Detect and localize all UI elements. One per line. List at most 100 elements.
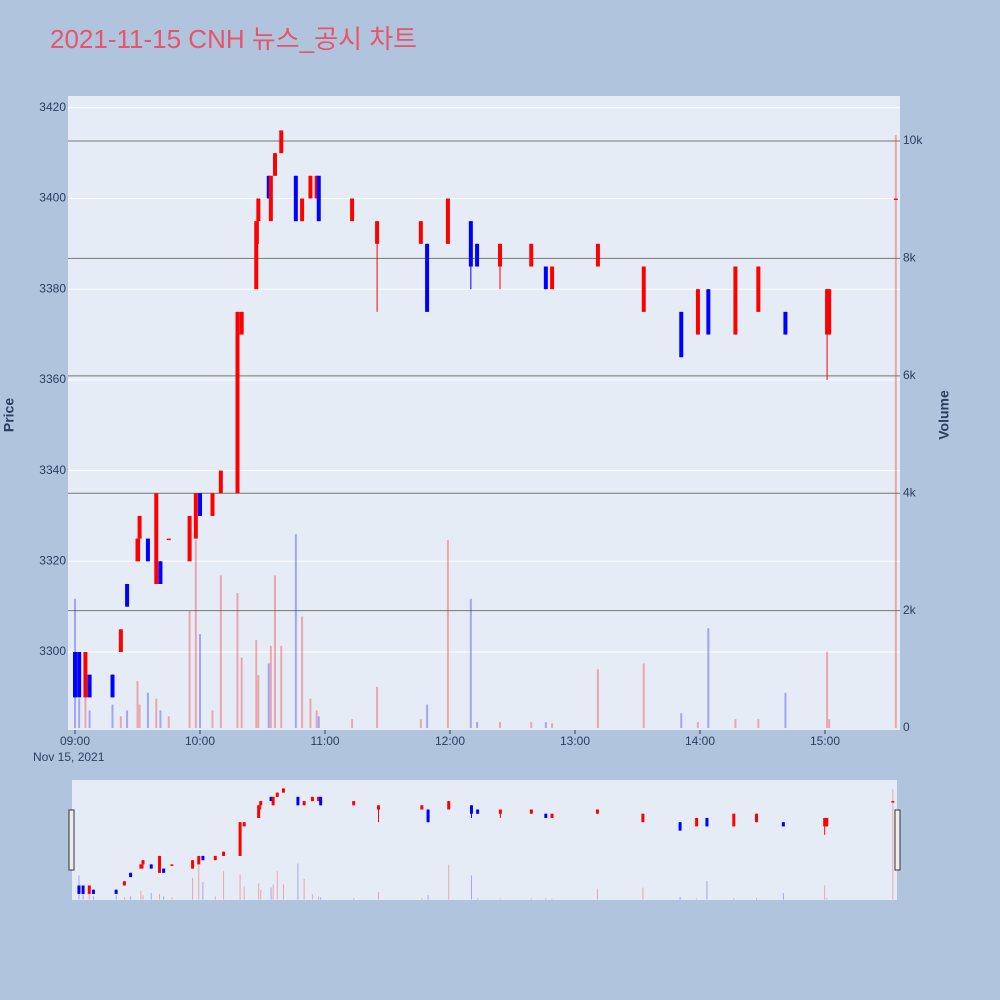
candle-body: [114, 889, 118, 894]
volume-bar: [255, 639, 258, 729]
volume-bar: [142, 895, 144, 900]
x-tick-label: 10:00: [185, 734, 215, 748]
volume-bar: [427, 895, 429, 900]
candle-body: [679, 311, 684, 358]
volume-bar: [734, 719, 737, 729]
candle-body: [118, 629, 123, 652]
volume-bar: [159, 894, 161, 900]
candle-body: [77, 885, 81, 894]
volume-bar: [680, 713, 683, 729]
volume-bar: [828, 719, 831, 729]
candle-body: [302, 801, 306, 806]
volume-bar: [282, 884, 284, 900]
candle-body: [154, 493, 159, 584]
candle-body: [213, 855, 217, 861]
candle-body: [641, 813, 645, 823]
candle-body: [445, 198, 450, 244]
volume-bar: [477, 898, 479, 900]
volume-bar: [426, 704, 429, 729]
volume-bar: [150, 893, 152, 900]
y-tick-label: 3400: [39, 191, 66, 205]
x-tick-label: 13:00: [560, 734, 590, 748]
candle-body: [498, 243, 503, 267]
candle-body: [695, 817, 699, 827]
volume-bar: [894, 135, 897, 729]
candle-body: [823, 817, 827, 827]
x-tick-label: 15:00: [810, 734, 840, 748]
volume-bar: [78, 698, 81, 729]
candle-body: [296, 796, 300, 806]
volume-bar: [140, 890, 142, 900]
candle-body: [149, 864, 153, 869]
volume-bar: [272, 884, 274, 900]
candle-body: [256, 198, 261, 222]
candle-body: [166, 538, 171, 541]
candle-body: [266, 175, 271, 199]
volume-bar: [499, 722, 502, 729]
candle-body: [376, 805, 380, 810]
candle-body: [129, 872, 133, 878]
volume-bar: [419, 719, 422, 729]
y-tick-label: 3300: [39, 644, 66, 658]
candle-body: [191, 860, 195, 869]
volume-bar: [192, 877, 194, 900]
volume-bar: [267, 663, 270, 729]
range-handle-left[interactable]: [68, 809, 75, 871]
candle-body: [498, 809, 502, 814]
candle-body: [781, 822, 785, 827]
candle-body: [468, 221, 473, 267]
volume-bar: [171, 897, 173, 900]
candle-body: [314, 175, 319, 199]
volume-bar: [240, 657, 243, 729]
candle-body: [755, 813, 759, 823]
volume-bar: [318, 896, 320, 900]
volume-bar: [545, 898, 547, 900]
volume-bar: [239, 874, 241, 900]
volume-bar: [88, 891, 90, 900]
candle-body: [235, 311, 240, 494]
volume-bar: [84, 686, 87, 729]
x-tick-label: 11:00: [310, 734, 339, 748]
volume-bar: [696, 898, 698, 900]
candle-body: [695, 289, 700, 335]
volume-bar: [136, 681, 139, 729]
candle-body: [158, 855, 162, 873]
range-handle-right[interactable]: [894, 809, 901, 871]
volume-bar: [317, 716, 320, 729]
volume-bar: [155, 698, 158, 729]
volume-bar: [446, 540, 449, 729]
candle-body: [705, 817, 709, 827]
candle-body: [110, 674, 115, 698]
candle-body: [375, 221, 380, 244]
candle-body: [543, 266, 548, 290]
volume-bar: [707, 628, 710, 729]
chart-title: 2021-11-15 CNH 뉴스_공시 차트: [50, 24, 417, 54]
candle-body: [310, 796, 314, 802]
candle-body: [293, 175, 298, 222]
candle-body: [756, 266, 761, 312]
volume-bar: [642, 663, 645, 729]
volume-bar: [199, 634, 202, 729]
candle-body: [595, 243, 600, 267]
candle-body: [259, 801, 263, 806]
volume-bar: [756, 897, 758, 900]
volume-bar: [469, 598, 472, 729]
candle-body: [783, 311, 788, 335]
candle-body: [158, 561, 163, 584]
candle-body: [197, 855, 201, 865]
volume-bar: [377, 891, 379, 900]
y-axis-title: Price: [1, 398, 17, 432]
candle-body: [420, 805, 424, 810]
y2-tick-label: 2k: [903, 603, 917, 617]
plot-area: [68, 96, 900, 730]
candle-body: [83, 651, 88, 698]
volume-bar: [198, 864, 200, 900]
volume-bar: [88, 710, 91, 729]
y2-tick-label: 10k: [903, 133, 923, 147]
volume-bar: [276, 871, 278, 900]
candle-body: [827, 289, 832, 335]
candle-body: [145, 538, 150, 562]
candle-body: [706, 289, 711, 335]
volume-bar: [260, 889, 262, 900]
candle-body: [81, 885, 85, 894]
